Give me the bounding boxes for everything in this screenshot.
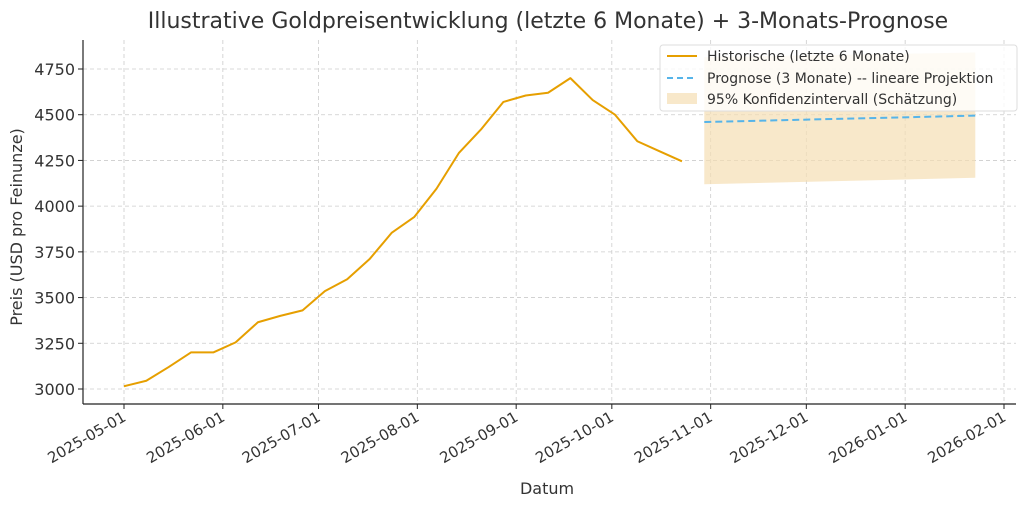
- x-tick-label: 2025-06-01: [143, 408, 228, 467]
- chart-title: Illustrative Goldpreisentwicklung (letzt…: [148, 9, 948, 34]
- legend-label-historical: Historische (letzte 6 Monate): [707, 49, 910, 65]
- forecast-line: [704, 114, 976, 124]
- y-tick-label: 3750: [34, 243, 75, 262]
- x-axis-label: Datum: [520, 479, 574, 498]
- x-tick-label: 2025-11-01: [631, 408, 716, 467]
- legend-band-swatch-icon: [667, 93, 697, 104]
- x-tick-label: 2025-10-01: [532, 408, 617, 467]
- y-tick-label: 3000: [34, 380, 75, 399]
- data-series: [123, 77, 976, 388]
- x-tick-label: 2025-12-01: [727, 408, 812, 467]
- legend-label-confidence: 95% Konfidenzintervall (Schätzung): [707, 92, 957, 108]
- x-tick-label: 2025-05-01: [44, 408, 129, 467]
- y-tick-label: 4250: [34, 151, 75, 170]
- y-tick-label: 4000: [34, 197, 75, 216]
- y-tick-label: 3500: [34, 289, 75, 308]
- y-tick-label: 4750: [34, 60, 75, 79]
- y-axis-label: Preis (USD pro Feinunze): [7, 128, 26, 326]
- x-tick-label: 2025-09-01: [437, 408, 522, 467]
- y-tick-label: 4500: [34, 106, 75, 125]
- x-tick-label: 2026-02-01: [924, 408, 1009, 467]
- legend-box: [659, 44, 1018, 112]
- y-axis-ticks: 3000 3250 3500 3750 4000 4250 4500 4750: [34, 60, 83, 399]
- x-tick-label: 2025-07-01: [239, 408, 324, 467]
- y-tick-label: 3250: [34, 334, 75, 353]
- x-tick-label: 2025-08-01: [338, 408, 423, 467]
- legend: Historische (letzte 6 Monate) Prognose (…: [659, 44, 1018, 112]
- legend-label-forecast: Prognose (3 Monate) -- lineare Projektio…: [707, 71, 993, 87]
- x-tick-label: 2026-01-01: [826, 408, 911, 467]
- historical-line: [123, 77, 683, 388]
- x-axis-ticks: 2025-05-01 2025-06-01 2025-07-01 2025-08-01…: [44, 404, 1009, 467]
